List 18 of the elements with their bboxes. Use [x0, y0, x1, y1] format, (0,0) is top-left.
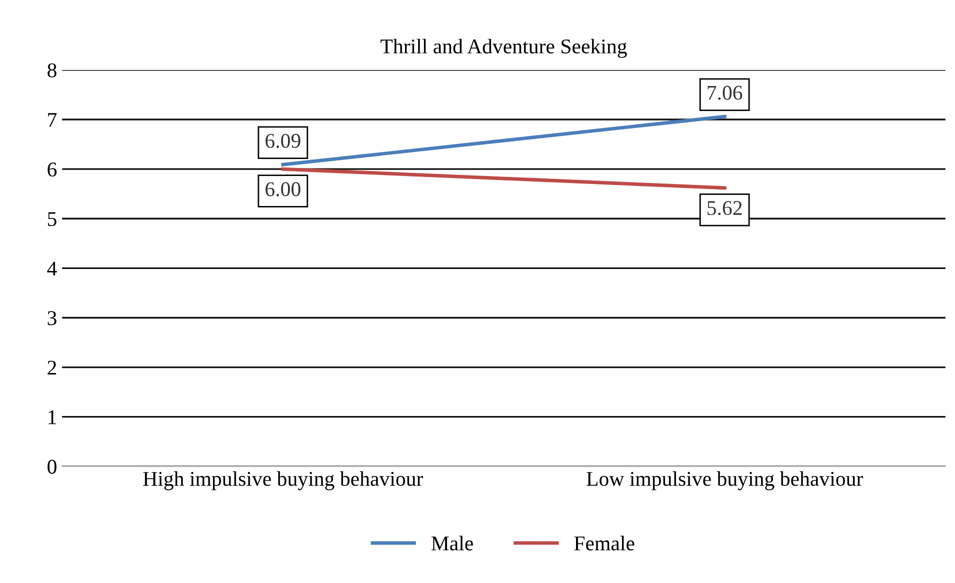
x-tick-label: High impulsive buying behaviour	[143, 471, 424, 490]
data-label: 7.06	[708, 86, 742, 100]
y-tick-label: 4	[47, 262, 57, 276]
y-tick-label: 2	[48, 360, 56, 375]
data-label: 6.09	[266, 134, 300, 148]
y-tick-label: 1	[48, 410, 56, 424]
legend-label: Female	[574, 536, 634, 550]
legend-label: Male	[431, 536, 473, 550]
y-tick-label: 0	[48, 460, 56, 474]
y-tick-label: 6	[48, 162, 57, 177]
y-tick-label: 3	[48, 311, 56, 326]
y-tick-label: 8	[48, 63, 56, 78]
chart-title: Thrill and Adventure Seeking	[380, 38, 627, 58]
x-tick-label: Low impulsive buying behaviour	[586, 471, 864, 490]
y-tick-label: 5	[48, 212, 56, 226]
y-tick-label: 7	[48, 113, 57, 127]
data-label: 5.62	[708, 201, 742, 216]
data-label: 6.00	[266, 182, 300, 196]
